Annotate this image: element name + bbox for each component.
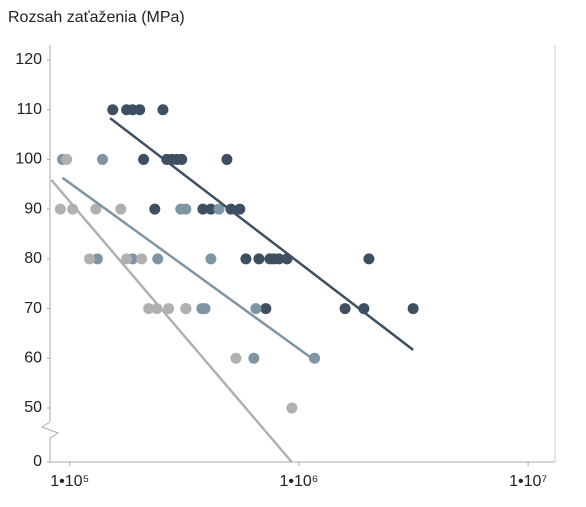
data-point bbox=[234, 203, 246, 215]
data-point bbox=[152, 253, 164, 265]
y-tick-label: 120 bbox=[15, 51, 42, 68]
data-point bbox=[134, 104, 146, 116]
y-tick-label: 90 bbox=[24, 200, 42, 217]
trend-line bbox=[61, 176, 316, 362]
data-point bbox=[205, 253, 217, 265]
data-point bbox=[91, 253, 103, 265]
data-point bbox=[121, 253, 133, 265]
y-tick-label: 0 bbox=[33, 453, 42, 470]
x-tick-label: 1•10⁵ bbox=[50, 473, 89, 490]
data-point bbox=[176, 153, 188, 165]
data-point bbox=[407, 303, 419, 315]
y-tick-label: 60 bbox=[24, 350, 42, 367]
data-point bbox=[230, 352, 242, 364]
data-point bbox=[90, 203, 102, 215]
data-point bbox=[157, 104, 169, 116]
y-tick-label: 100 bbox=[15, 151, 42, 168]
data-point bbox=[138, 153, 150, 165]
data-point bbox=[84, 253, 96, 265]
data-point bbox=[286, 402, 298, 414]
chart-title: Rozsah zaťaženia (MPa) bbox=[8, 9, 185, 26]
data-point bbox=[115, 203, 127, 215]
data-point bbox=[143, 303, 155, 315]
data-point bbox=[250, 303, 262, 315]
data-point bbox=[163, 303, 175, 315]
y-tick-label: 110 bbox=[16, 101, 42, 118]
data-point bbox=[197, 203, 209, 215]
data-point bbox=[339, 303, 351, 315]
x-tick-label: 1•10⁶ bbox=[279, 473, 318, 490]
data-point bbox=[199, 303, 211, 315]
data-point bbox=[213, 203, 225, 215]
y-tick-label: 50 bbox=[24, 399, 42, 416]
data-point bbox=[248, 352, 260, 364]
data-point bbox=[180, 203, 192, 215]
data-point bbox=[136, 253, 148, 265]
y-tick-label: 70 bbox=[24, 300, 42, 317]
data-point bbox=[363, 253, 375, 265]
y-tick-label: 80 bbox=[24, 250, 42, 267]
axis-break bbox=[40, 421, 60, 462]
data-point bbox=[97, 153, 109, 165]
data-point bbox=[309, 352, 321, 364]
data-point bbox=[273, 253, 285, 265]
data-point bbox=[54, 203, 66, 215]
data-point bbox=[107, 104, 119, 116]
trend-line bbox=[109, 117, 414, 351]
x-tick-label: 1•10⁷ bbox=[509, 473, 547, 490]
data-point bbox=[149, 203, 161, 215]
trend-line bbox=[50, 179, 293, 463]
data-point bbox=[205, 203, 217, 215]
data-point bbox=[253, 253, 265, 265]
data-point bbox=[221, 153, 233, 165]
data-point bbox=[61, 153, 73, 165]
data-point bbox=[180, 303, 192, 315]
data-point bbox=[260, 303, 272, 315]
data-point bbox=[240, 253, 252, 265]
